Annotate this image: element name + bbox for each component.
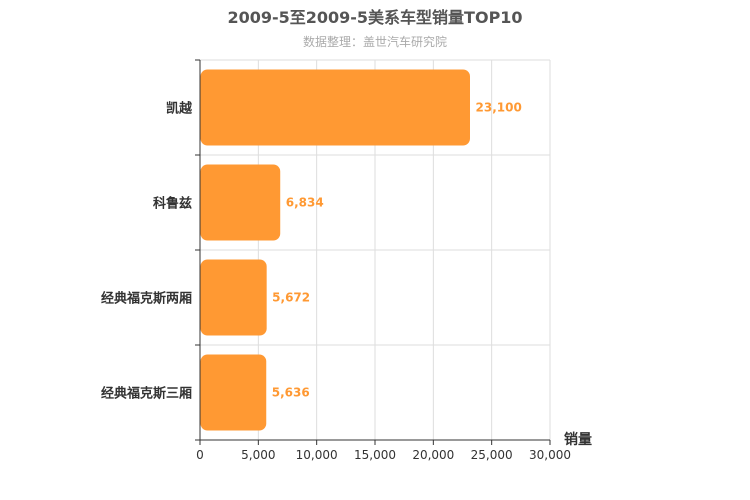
bar — [200, 354, 267, 431]
category-label: 经典福克斯两厢 — [101, 291, 192, 307]
x-tick-label: 10,000 — [296, 448, 338, 462]
x-tick-label: 5,000 — [241, 448, 275, 462]
bar — [200, 259, 267, 336]
x-tick-label: 0 — [196, 448, 204, 462]
x-tick-label: 30,000 — [529, 448, 571, 462]
chart-subtitle: 数据整理：盖世汽车研究院 — [302, 35, 447, 49]
category-label: 凯越 — [166, 101, 193, 117]
chart-title: 2009-5至2009-5美系车型销量TOP10 — [227, 8, 523, 27]
category-label: 经典福克斯三厢 — [101, 386, 192, 402]
bar — [200, 164, 281, 241]
axes — [195, 59, 551, 445]
x-tick-label: 15,000 — [354, 448, 396, 462]
category-label: 科鲁兹 — [153, 196, 192, 212]
x-tick-label: 25,000 — [471, 448, 513, 462]
data-label: 6,834 — [286, 196, 324, 210]
data-label: 5,636 — [272, 386, 310, 400]
x-tick-label: 20,000 — [412, 448, 454, 462]
labels-group: 凯越 23,100 科鲁兹 6,834 经典福克斯两厢 5,672 经典福克斯三厢 5,636… — [101, 101, 592, 463]
bar — [200, 69, 470, 146]
bars-group — [200, 69, 470, 431]
x-axis-title: 销量 — [564, 431, 592, 448]
data-label: 23,100 — [476, 101, 522, 115]
data-label: 5,672 — [272, 291, 310, 305]
